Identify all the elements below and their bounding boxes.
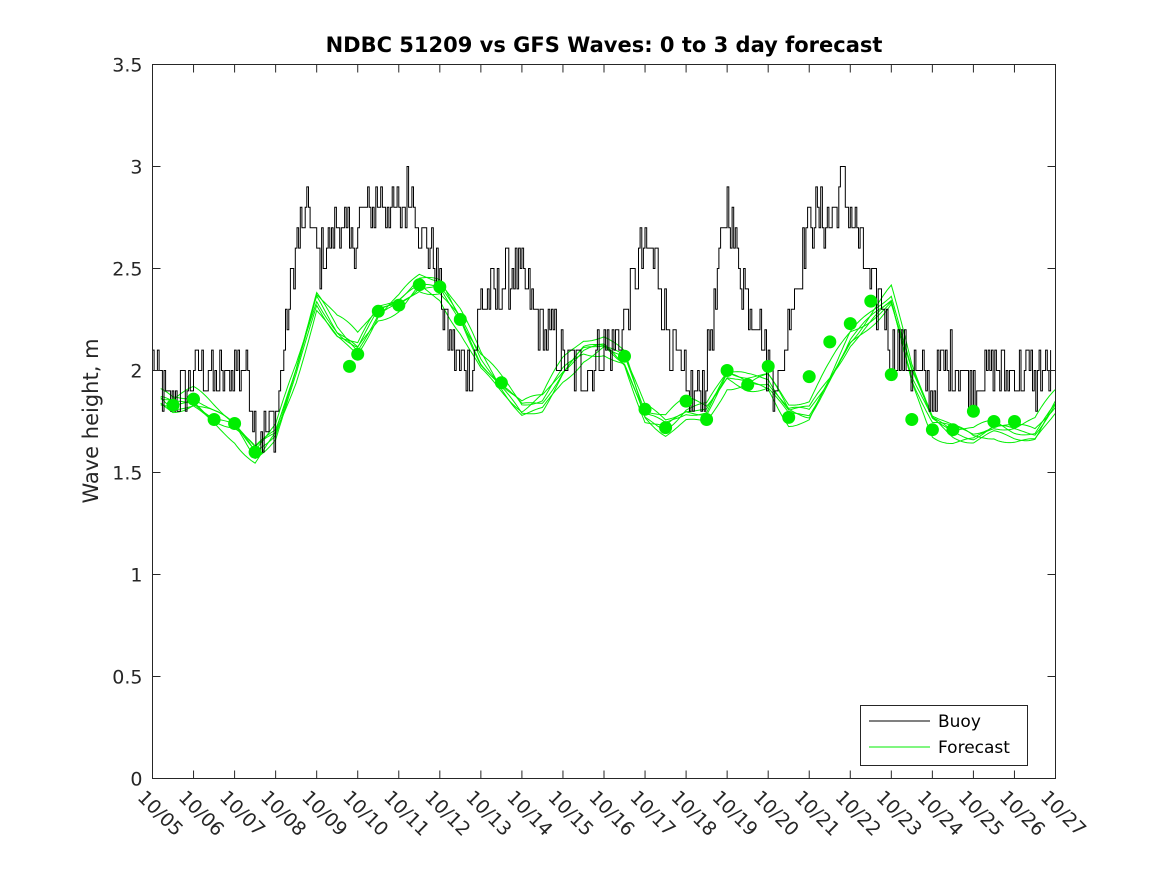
forecast-marker — [659, 421, 673, 435]
legend: Buoy Forecast — [860, 705, 1028, 766]
y-tick-label: 1.5 — [112, 463, 142, 485]
forecast-marker — [679, 394, 693, 408]
forecast-marker — [392, 298, 406, 312]
forecast-marker — [782, 410, 796, 424]
y-tick-label: 2.5 — [112, 259, 142, 281]
forecast-marker — [966, 404, 980, 418]
y-tick-label: 3.5 — [112, 55, 142, 77]
plot-lines — [152, 166, 1056, 464]
y-tick-label: 0.5 — [112, 667, 142, 689]
legend-box — [860, 705, 1028, 766]
forecast-marker — [638, 402, 652, 416]
forecast-marker — [843, 317, 857, 331]
y-tick-label: 3 — [130, 157, 142, 179]
forecast-marker — [741, 378, 755, 392]
forecast-marker — [453, 313, 467, 326]
buoy-series — [152, 166, 1052, 453]
forecast-marker — [1008, 415, 1021, 428]
forecast-marker — [494, 376, 508, 390]
forecast-marker — [343, 359, 356, 373]
forecast-marker — [187, 392, 200, 406]
forecast-marker — [618, 349, 631, 363]
forecast-marker — [761, 359, 775, 373]
forecast-marker — [351, 347, 365, 361]
forecast-marker — [248, 445, 262, 459]
forecast-marker — [905, 413, 919, 426]
y-axis-label: Wave height, m — [79, 338, 103, 503]
forecast-marker — [823, 335, 837, 349]
forecast-marker — [946, 423, 960, 437]
forecast-marker — [207, 413, 221, 426]
forecast-marker — [371, 304, 385, 318]
y-tick-label: 0 — [130, 769, 142, 791]
forecast-marker — [228, 417, 242, 430]
legend-forecast-label: Forecast — [938, 738, 1010, 758]
forecast-marker — [925, 423, 939, 437]
y-tick-label: 1 — [130, 565, 142, 587]
forecast-marker — [720, 364, 734, 377]
forecast-marker — [700, 413, 714, 426]
forecast-marker — [864, 294, 878, 308]
forecast-marker — [802, 370, 816, 384]
chart-title: NDBC 51209 vs GFS Waves: 0 to 3 day fore… — [326, 33, 883, 57]
forecast-marker — [433, 280, 447, 294]
forecast-marker — [166, 398, 180, 412]
forecast-marker — [884, 368, 898, 382]
legend-buoy-label: Buoy — [938, 712, 981, 732]
forecast-marker — [987, 415, 1001, 428]
forecast-marker — [412, 278, 426, 292]
y-tick-label: 2 — [130, 361, 142, 383]
